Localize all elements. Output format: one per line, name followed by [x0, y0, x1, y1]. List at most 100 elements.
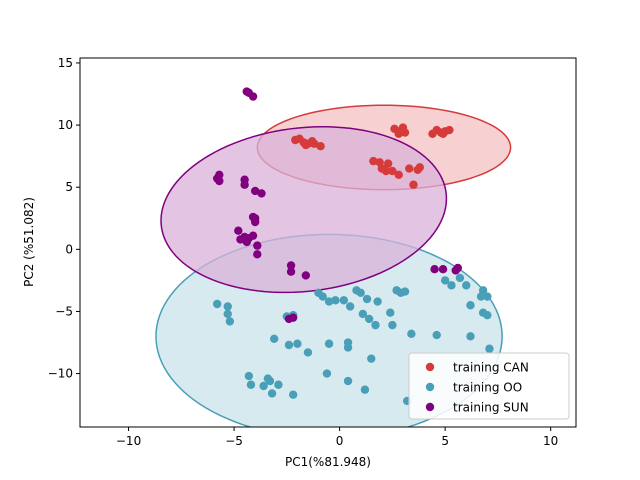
point-training-sun [253, 250, 262, 259]
point-training-oo [274, 380, 283, 389]
point-training-oo [265, 376, 275, 386]
point-training-can [316, 142, 325, 151]
legend-marker [425, 382, 435, 392]
point-training-oo [483, 310, 492, 320]
point-training-sun [215, 176, 224, 186]
point-training-can [369, 156, 378, 166]
point-training-can [383, 159, 393, 168]
point-training-oo [358, 309, 368, 319]
point-training-oo [388, 320, 397, 330]
y-tick-label: 10 [58, 118, 73, 132]
confidence-ellipses [155, 104, 512, 427]
point-training-oo [223, 302, 232, 311]
y-tick-label: −10 [48, 367, 73, 381]
point-training-can [310, 139, 319, 148]
y-tick-label: 0 [65, 242, 73, 256]
point-training-oo [462, 281, 471, 290]
point-training-oo [269, 334, 279, 343]
point-training-sun [240, 180, 249, 189]
point-training-oo [212, 299, 222, 309]
y-axis-label: PC2 (%51.082) [22, 197, 36, 287]
point-training-sun [248, 231, 258, 240]
point-training-oo [466, 332, 475, 341]
point-training-oo [322, 369, 332, 378]
point-training-oo [223, 309, 232, 319]
point-training-oo [293, 339, 302, 348]
point-training-can [394, 129, 403, 138]
data-points [212, 87, 494, 406]
plot-frame [79, 57, 577, 428]
legend-label: training OO [453, 381, 522, 395]
point-training-sun [253, 241, 262, 250]
y-tick-label: −5 [55, 304, 73, 318]
point-training-oo [288, 390, 298, 399]
point-training-oo [476, 292, 486, 301]
point-training-sun [438, 265, 448, 274]
point-training-can [388, 166, 397, 176]
x-axis-label: PC1(%81.948) [285, 455, 371, 469]
point-training-oo [386, 308, 395, 317]
point-training-sun [250, 214, 260, 223]
point-training-can [301, 140, 311, 150]
x-tick-label: 0 [336, 434, 344, 448]
x-tick-label: −10 [116, 434, 141, 448]
point-training-oo [371, 320, 380, 330]
point-training-oo [284, 340, 294, 350]
point-training-sun [257, 189, 266, 198]
point-training-oo [432, 330, 441, 340]
point-training-oo [407, 329, 416, 339]
point-training-oo [324, 297, 334, 306]
y-tick-label: 5 [65, 180, 73, 194]
point-training-oo [367, 354, 376, 363]
point-training-oo [400, 287, 410, 296]
point-training-oo [362, 294, 372, 304]
point-training-oo [485, 344, 494, 353]
point-training-oo [244, 371, 254, 381]
point-training-oo [343, 376, 353, 386]
point-training-can [405, 164, 414, 173]
point-training-can [400, 128, 410, 137]
point-training-oo [440, 276, 450, 285]
point-training-oo [466, 301, 475, 310]
point-training-oo [455, 273, 465, 283]
point-training-oo [345, 302, 355, 311]
point-training-oo [246, 380, 256, 389]
legend-box [408, 352, 570, 420]
point-training-oo [364, 314, 374, 324]
point-training-sun [248, 92, 258, 101]
point-training-oo [447, 281, 456, 290]
point-training-sun [234, 226, 243, 235]
point-training-can [445, 125, 454, 135]
point-training-oo [267, 389, 277, 398]
point-training-can [394, 170, 403, 179]
x-tick-label: 5 [441, 434, 449, 448]
point-training-sun [286, 261, 296, 270]
point-training-sun [301, 271, 311, 280]
ellipse-training-sun [160, 125, 448, 294]
point-training-oo [373, 297, 382, 306]
x-axis-ticks: −10 −5 0 5 10 [116, 427, 558, 448]
point-training-can [381, 166, 391, 176]
point-training-can [438, 129, 448, 138]
point-training-sun [236, 235, 245, 244]
point-training-sun [286, 267, 296, 276]
x-tick-label: 10 [543, 434, 558, 448]
legend-label: training CAN [453, 361, 529, 375]
legend: training CAN training OO training SUN [408, 352, 570, 420]
point-training-oo [356, 288, 365, 298]
point-training-oo [225, 317, 235, 326]
point-training-sun [453, 263, 462, 273]
x-tick-label: −5 [225, 434, 243, 448]
legend-marker [425, 402, 435, 412]
point-training-oo [318, 292, 327, 301]
point-training-sun [284, 314, 294, 324]
point-training-can [409, 180, 418, 189]
point-training-oo [339, 296, 349, 305]
point-training-oo [303, 348, 313, 357]
point-training-oo [483, 292, 492, 301]
y-axis-ticks: −10 −5 0 5 10 15 [48, 56, 80, 381]
legend-label: training SUN [453, 401, 529, 415]
point-training-oo [343, 338, 353, 347]
point-training-sun [430, 265, 439, 274]
